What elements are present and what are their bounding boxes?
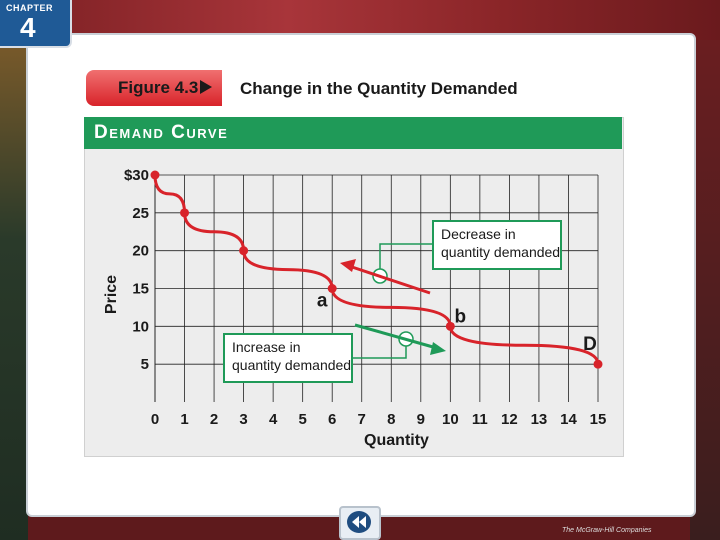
x-tick-label: 1	[180, 411, 188, 428]
y-tick-label: 25	[132, 205, 149, 222]
y-tick-label: 5	[141, 356, 149, 373]
x-tick-label: 2	[210, 411, 218, 428]
point-label-a: a	[317, 291, 328, 312]
x-tick-label: 3	[239, 411, 247, 428]
decrease-annotation-text: quantity demanded	[441, 244, 560, 260]
x-tick-label: 15	[590, 411, 607, 428]
decrease-annotation-text: Decrease in	[441, 226, 516, 242]
x-tick-label: 13	[531, 411, 548, 428]
figure-label: Figure 4.3	[118, 78, 199, 97]
demand-point	[593, 359, 603, 369]
chart-labels: Da b	[317, 291, 597, 356]
demand-point	[445, 321, 455, 331]
x-tick-label: 11	[472, 411, 488, 428]
chart-grid	[155, 174, 599, 402]
increase-arrow	[354, 323, 434, 349]
decrease-annotation-box	[432, 220, 562, 270]
increase-annotation-box	[223, 333, 353, 383]
increase-connector	[352, 345, 407, 359]
decrease-arrow	[351, 265, 431, 295]
y-tick-label: 15	[132, 281, 149, 298]
demand-curve-line	[153, 174, 600, 365]
x-tick-label: 4	[269, 411, 278, 428]
x-tick-label: 8	[387, 411, 395, 428]
x-axis-title: Quantity	[364, 432, 429, 449]
x-tick-label: 14	[560, 411, 577, 428]
publisher-logo: The McGraw-Hill Companies	[562, 527, 652, 534]
y-tick-label: 10	[132, 318, 149, 335]
series-label-D: D	[583, 334, 597, 355]
back-button[interactable]	[339, 506, 381, 540]
x-tick-label: 7	[358, 411, 366, 428]
y-tick-label: $30	[124, 167, 149, 184]
chart-card	[84, 117, 624, 457]
chart-series	[150, 170, 603, 369]
chart-axes: 0 1 2 3 4 5 6 7 8 9 10 11 12 13 14 15510152025$30Quanti…	[103, 167, 606, 449]
increase-annotation-text: quantity demanded	[232, 357, 351, 373]
background-left-strip	[0, 40, 28, 540]
y-tick-label: 20	[132, 243, 149, 260]
increase-arrowhead	[430, 342, 446, 355]
y-axis-title: Price	[103, 275, 120, 314]
rewind-icon	[347, 511, 371, 533]
demand-point	[327, 284, 337, 293]
chart-annotations: Decrease in quantity demanded Increase in q…	[223, 220, 562, 383]
x-tick-label: 5	[298, 411, 306, 428]
chart-title: Demand Curve	[94, 122, 229, 143]
x-tick-label: 10	[442, 411, 459, 428]
x-tick-label: 9	[417, 411, 425, 428]
point-label-b: b	[455, 306, 467, 327]
chart-header	[84, 117, 622, 149]
figure-title: Change in the Quantity Demanded	[240, 79, 518, 98]
increase-annotation-text: Increase in	[232, 339, 300, 355]
demand-point	[150, 170, 160, 180]
chapter-number: 4	[20, 12, 36, 43]
x-tick-label: 12	[501, 411, 518, 428]
decrease-arrowhead	[340, 259, 356, 272]
chapter-badge: CHAPTER 4	[0, 0, 72, 48]
decrease-connector	[379, 243, 433, 272]
demand-point	[239, 246, 249, 256]
figure-tab	[86, 70, 222, 106]
chapter-label: CHAPTER	[6, 3, 54, 13]
x-tick-label: 0	[151, 411, 159, 428]
figure-arrow-icon	[200, 80, 212, 94]
demand-point	[180, 208, 190, 218]
x-tick-label: 6	[328, 411, 336, 428]
